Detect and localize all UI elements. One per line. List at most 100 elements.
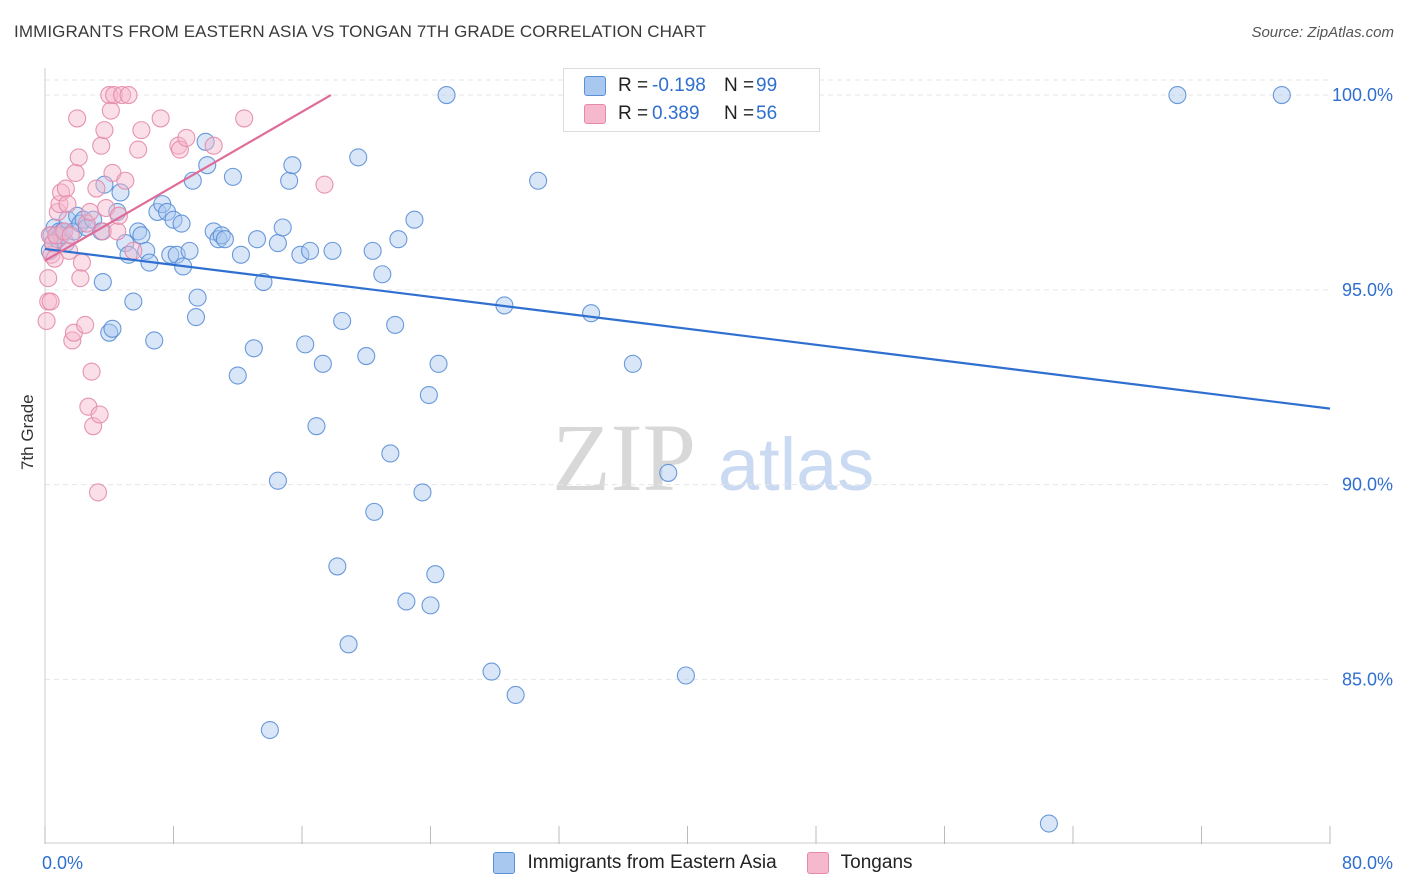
tongans-point	[113, 86, 132, 105]
eastern-asia-point	[223, 167, 242, 186]
legend-swatch-pink	[584, 104, 606, 124]
eastern-asia-point	[161, 245, 180, 264]
tongans-point	[69, 148, 88, 167]
legend-swatch-blue	[584, 76, 606, 96]
legend-r-value: 0.389	[652, 103, 700, 124]
watermark-atlas: atlas	[718, 423, 874, 506]
eastern-asia-point	[313, 354, 332, 373]
tongans-point	[235, 109, 254, 128]
tongans-point	[41, 292, 60, 311]
legend-n-label: N =	[724, 103, 755, 124]
eastern-asia-point	[1168, 86, 1187, 105]
legend-swatch-blue	[493, 852, 516, 874]
eastern-asia-point	[482, 662, 501, 681]
eastern-asia-point	[323, 241, 342, 260]
x-tick-label: 0.0%	[42, 853, 83, 873]
eastern-asia-point	[373, 265, 392, 284]
y-tick-label: 85.0%	[1342, 669, 1393, 689]
eastern-asia-point	[132, 226, 151, 245]
tongans-point	[58, 195, 77, 214]
tongans-point	[66, 163, 85, 183]
chart-title: IMMIGRANTS FROM EASTERN ASIA VS TONGAN 7…	[14, 22, 707, 41]
eastern-asia-point	[296, 335, 315, 354]
tongans-point	[129, 140, 148, 159]
eastern-asia-point	[381, 444, 400, 463]
eastern-asia-point	[137, 241, 156, 260]
eastern-asia-point	[357, 347, 376, 366]
eastern-asia-point	[386, 315, 405, 334]
eastern-asia-point	[268, 234, 287, 253]
eastern-asia-point	[1039, 814, 1058, 833]
eastern-asia-point	[333, 311, 352, 331]
tongans-point	[84, 417, 103, 436]
tongans-point	[101, 101, 120, 120]
eastern-asia-point	[186, 308, 206, 327]
watermark-zip: ZIP	[552, 404, 696, 511]
legend-row-eastern-asia: R = -0.198 N = 99	[584, 73, 777, 99]
bottom-legend-tongans[interactable]: Tongans	[806, 852, 913, 874]
eastern-asia-point	[405, 210, 424, 229]
eastern-asia-point	[307, 417, 326, 436]
eastern-asia-point	[215, 230, 234, 249]
legend-r-label: R =	[618, 75, 649, 96]
bottom-legend: Immigrants from Eastern Asia Tongans	[0, 852, 1406, 874]
eastern-asia-point	[349, 148, 368, 167]
eastern-asia-point	[283, 156, 302, 175]
eastern-asia-point	[421, 596, 440, 615]
eastern-asia-point	[676, 666, 695, 685]
eastern-asia-point	[582, 304, 601, 323]
tongans-point	[37, 311, 56, 331]
tongans-point	[177, 128, 196, 147]
legend-row-tongans: R = 0.389 N = 56	[584, 101, 777, 127]
tongans-point	[100, 86, 119, 105]
eastern-asia-point	[254, 272, 273, 292]
tongans-trend-line	[44, 94, 332, 262]
tongans-point	[119, 86, 138, 105]
eastern-asia-point	[111, 183, 130, 202]
legend-n-label: N =	[724, 75, 755, 96]
bottom-legend-eastern-asia[interactable]: Immigrants from Eastern Asia	[493, 852, 777, 874]
x-tick-label: 80.0%	[1342, 853, 1393, 873]
y-tick-label: 100.0%	[1332, 85, 1393, 105]
eastern-asia-point	[291, 245, 310, 264]
tongans-point	[72, 253, 91, 272]
eastern-asia-point	[389, 230, 408, 249]
eastern-asia-point	[328, 557, 347, 576]
eastern-asia-point	[339, 635, 358, 654]
source-label: Source: ZipAtlas.com	[1251, 24, 1394, 41]
eastern-asia-point	[244, 339, 263, 358]
eastern-asia-point	[260, 720, 279, 740]
eastern-asia-point	[93, 272, 112, 292]
tongans-point	[95, 121, 114, 140]
tongans-point	[61, 226, 80, 245]
eastern-asia-point	[228, 366, 247, 385]
eastern-asia-point	[145, 331, 164, 350]
stats-legend: R = -0.198 N = 99 R = 0.389 N = 56	[563, 68, 820, 132]
y-tick-label: 90.0%	[1342, 475, 1393, 495]
tongans-point	[124, 241, 143, 260]
tongans-point	[204, 136, 223, 155]
tongans-point	[90, 405, 109, 424]
tongans-point	[76, 315, 95, 334]
eastern-asia-point	[231, 245, 251, 264]
eastern-asia-point	[268, 471, 287, 490]
tongans-point	[88, 483, 108, 502]
eastern-asia-point	[397, 592, 416, 611]
legend-r-label: R =	[618, 103, 649, 124]
eastern-asia-point	[273, 218, 292, 237]
legend-r-value: -0.198	[652, 75, 706, 96]
eastern-asia-point	[623, 354, 642, 373]
eastern-asia-point	[300, 241, 320, 260]
eastern-asia-point	[1272, 86, 1291, 105]
tongans-point	[92, 136, 111, 155]
eastern-asia-point	[506, 685, 525, 705]
eastern-asia-point	[413, 483, 432, 502]
eastern-asia-trend-line	[44, 247, 1331, 410]
tongans-point	[71, 269, 90, 288]
eastern-asia-point	[419, 385, 438, 405]
bottom-legend-label: Immigrants from Eastern Asia	[527, 852, 777, 873]
tongans-point	[116, 171, 135, 190]
eastern-asia-point	[659, 463, 678, 482]
legend-n-value: 99	[756, 75, 778, 96]
